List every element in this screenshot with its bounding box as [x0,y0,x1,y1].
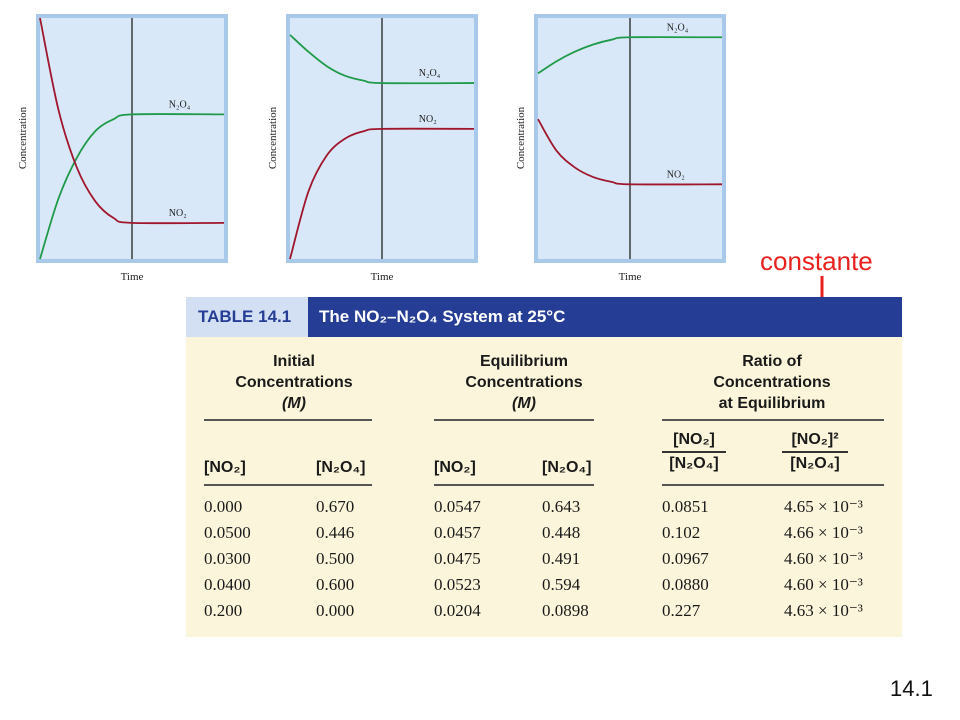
table-cell: 0.500 [316,549,355,568]
table-cell: 0.000 [204,497,243,516]
series-label: NO₂ [667,169,685,180]
table-number: TABLE 14.1 [186,297,308,337]
col-ratio-1-numerator: [NO₂] [673,431,715,448]
constante-annotation: constante [760,246,873,276]
table-header: TABLE 14.1 The NO₂–N₂O₄ System at 25°C [186,297,902,337]
series-line-n2o4 [289,34,475,85]
table-cell: 0.200 [204,601,243,620]
equilibrium-table: TABLE 14.1 The NO₂–N₂O₄ System at 25°C I… [186,297,902,637]
concentration-chart-1: N₂O₄ NO₂ Time Concentration [10,8,255,288]
x-axis-label: Time [371,271,394,283]
col-ratio-1-denominator: [N₂O₄] [669,455,719,472]
group-equilibrium-line-3: (M) [512,395,536,412]
group-initial-rule [204,419,372,421]
concentration-chart-2: N₂O₄ NO₂ Time Concentration [260,8,505,288]
header-rule-1 [204,484,372,486]
y-axis-label: Concentration [515,106,527,169]
table-cell: 4.60 × 10⁻³ [784,549,863,568]
group-initial-line-1: Initial [273,353,315,370]
table-cell: 0.643 [542,497,581,516]
table-cell: 0.0300 [204,549,251,568]
series-line-no2 [289,127,475,260]
group-initial-line-2: Concentrations [235,374,353,391]
group-equilibrium: Equilibrium Concentrations (M) [434,351,614,414]
series-line-n2o4 [39,113,225,260]
col-initial-n2o4: [N₂O₄] [316,459,366,476]
table-cell: 4.65 × 10⁻³ [784,497,863,516]
group-ratio-rule [662,419,884,421]
header-rule-3 [662,484,884,486]
series-line-no2 [537,118,723,186]
table-cell: 4.66 × 10⁻³ [784,523,863,542]
table-cell: 0.227 [662,601,701,620]
group-ratio-line-3: at Equilibrium [718,395,826,412]
group-equilibrium-rule [434,419,594,421]
series-line-no2 [39,17,225,225]
x-axis-label: Time [619,271,642,283]
table-cell: 0.600 [316,575,355,594]
col-ratio-2-numerator: [NO₂]² [791,431,839,448]
series-label: NO₂ [169,208,187,219]
group-ratio-line-1: Ratio of [742,353,802,370]
table-cell: 0.0967 [662,549,709,568]
table-cell: 0.102 [662,523,701,542]
series-label: N₂O₄ [667,22,689,33]
table-title: The NO₂–N₂O₄ System at 25°C [319,307,566,326]
table-cell: 0.491 [542,549,581,568]
series-line-n2o4 [537,36,723,75]
group-equilibrium-line-1: Equilibrium [480,353,568,370]
table-cell: 0.670 [316,497,355,516]
col-ratio-1-fraction-bar [662,451,726,453]
col-ratio-2-fraction-bar [782,451,848,453]
header-rule-2 [434,484,594,486]
series-label: NO₂ [419,114,437,125]
col-initial-no2: [NO₂] [204,459,246,476]
col-ratio-2-denominator: [N₂O₄] [790,455,840,472]
table-cell: 0.0523 [434,575,481,594]
x-axis-label: Time [121,271,144,283]
table-cell: 0.448 [542,523,581,542]
series-label: N₂O₄ [419,68,441,79]
table-cell: 0.594 [542,575,581,594]
concentration-chart-3: N₂O₄ NO₂ Time Concentration [508,8,753,288]
col-ratio-2: [NO₂]² [N₂O₄] [782,431,848,473]
series-label: N₂O₄ [169,99,191,110]
group-ratio: Ratio of Concentrations at Equilibrium [672,351,872,414]
col-equilibrium-no2: [NO₂] [434,459,476,476]
group-initial-line-3: (M) [282,395,306,412]
table-cell: 4.60 × 10⁻³ [784,575,863,594]
y-axis-label: Concentration [17,106,29,169]
table-cell: 4.63 × 10⁻³ [784,601,863,620]
table-cell: 0.0457 [434,523,481,542]
col-ratio-1: [NO₂] [N₂O₄] [662,431,726,473]
page-number: 14.1 [890,676,933,701]
group-equilibrium-line-2: Concentrations [465,374,583,391]
table-cell: 0.0400 [204,575,251,594]
group-ratio-line-2: Concentrations [713,374,831,391]
table-cell: 0.446 [316,523,355,542]
table-cell: 0.000 [316,601,355,620]
y-axis-label: Concentration [267,106,279,169]
group-initial: Initial Concentrations (M) [204,351,384,414]
table-cell: 0.0880 [662,575,709,594]
table-cell: 0.0851 [662,497,709,516]
table-cell: 0.0547 [434,497,481,516]
table-cell: 0.0204 [434,601,481,620]
table-cell: 0.0898 [542,601,589,620]
table-cell: 0.0500 [204,523,251,542]
table-cell: 0.0475 [434,549,481,568]
col-equilibrium-n2o4: [N₂O₄] [542,459,592,476]
